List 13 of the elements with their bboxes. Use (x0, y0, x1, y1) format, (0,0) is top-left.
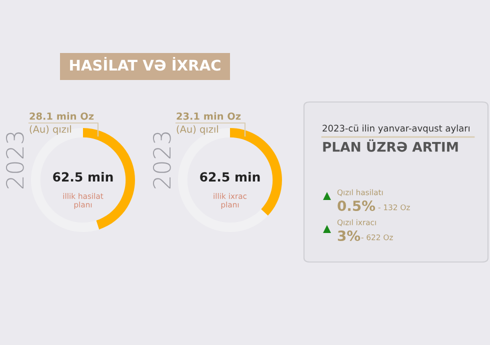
text: 62.5 min (53, 172, 113, 182)
text: 3% (338, 230, 360, 242)
text: 2023 (6, 132, 24, 188)
text: 23.1 min Oz (176, 112, 241, 120)
text: PLAN ÜZRƏ ARTIM (323, 139, 458, 152)
text: 2023-cü ilin yanvar-avqust ayları (322, 124, 470, 134)
text: 2023 (152, 132, 171, 188)
text: (Au) qızıl (30, 125, 71, 135)
text: 62.5 min (200, 172, 260, 182)
text: 28.1 min Oz (30, 112, 94, 120)
text: (Au) qızıl (176, 125, 218, 135)
text: 0.5% (338, 200, 376, 212)
chart-title: HASİLAT VƏ İXRAC (70, 57, 220, 71)
